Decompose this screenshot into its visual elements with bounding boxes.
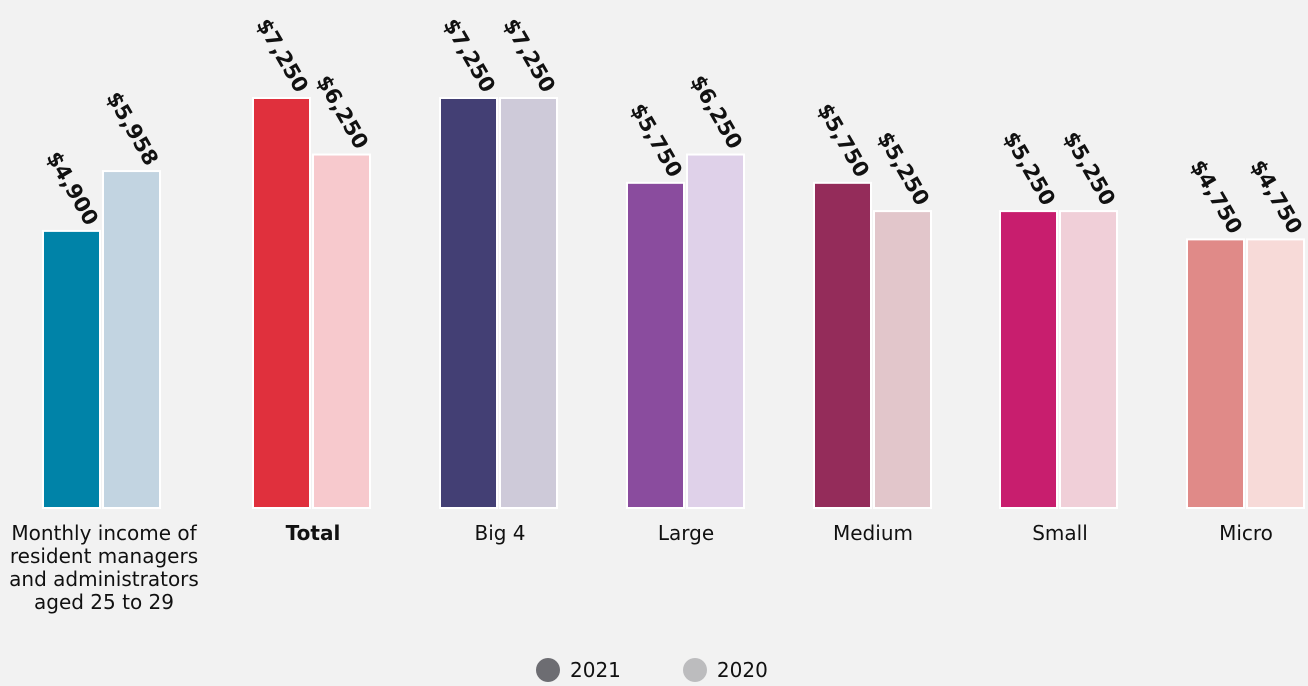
category-label-resident-managers: Monthly income of resident managers and … <box>9 521 199 614</box>
category-label-total: Total <box>285 521 341 545</box>
bar-2020-1 <box>312 153 371 509</box>
bar-2020-6 <box>1246 238 1305 509</box>
bar-2021-6 <box>1186 238 1245 509</box>
value-label-2021-4: $5,750 <box>813 99 874 181</box>
value-label-2021-2: $7,250 <box>439 14 500 96</box>
value-label-2021-1: $7,250 <box>252 14 313 96</box>
bar-2021-2 <box>439 97 498 509</box>
value-label-2021-3: $5,750 <box>626 99 687 181</box>
category-label-large: Large <box>657 521 715 545</box>
value-label-2020-3: $6,250 <box>686 71 747 153</box>
value-label-2021-0: $4,900 <box>42 147 103 229</box>
category-label-medium: Medium <box>833 521 913 545</box>
category-label-small: Small <box>1032 521 1088 545</box>
legend-label-2020: 2020 <box>716 658 768 682</box>
value-label-2021-6: $4,750 <box>1186 156 1247 238</box>
value-label-2020-5: $5,250 <box>1059 128 1120 210</box>
value-label-2020-6: $4,750 <box>1246 156 1307 238</box>
bar-2021-1 <box>252 97 311 509</box>
legend-swatch-2020 <box>682 658 707 682</box>
category-label-big-4: Big 4 <box>474 521 526 545</box>
value-label-2020-0: $5,958 <box>102 87 163 169</box>
legend-label-2021: 2021 <box>570 658 621 682</box>
bar-2021-3 <box>626 181 685 510</box>
value-label-2020-2: $7,250 <box>499 14 560 96</box>
bar-2021-5 <box>999 210 1058 509</box>
bar-2020-5 <box>1059 210 1118 509</box>
bar-2020-3 <box>686 153 745 509</box>
legend-item-2020: 2020 <box>682 658 768 682</box>
bar-2021-4 <box>813 181 872 510</box>
category-label-micro: Micro <box>1219 521 1273 545</box>
bar-2020-0 <box>102 170 161 510</box>
bar-2020-4 <box>873 210 932 509</box>
value-label-2021-5: $5,250 <box>999 128 1060 210</box>
value-label-2020-1: $6,250 <box>312 71 373 153</box>
bar-2020-2 <box>499 97 558 509</box>
chart-legend: 2021 2020 <box>536 656 830 684</box>
bar-2021-0 <box>42 229 101 509</box>
value-label-2020-4: $5,250 <box>873 128 934 210</box>
legend-swatch-2021 <box>536 658 560 682</box>
legend-item-2021: 2021 <box>536 658 621 682</box>
